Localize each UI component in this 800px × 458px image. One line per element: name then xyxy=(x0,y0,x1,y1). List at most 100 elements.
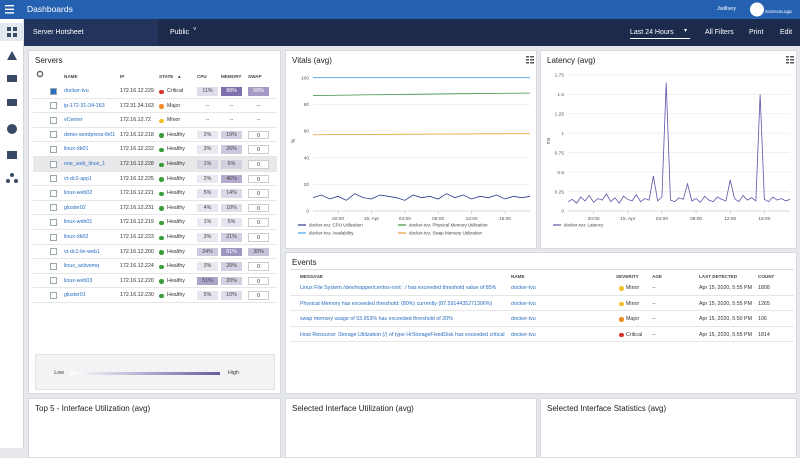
settings-icon[interactable] xyxy=(36,70,44,78)
row-checkbox[interactable] xyxy=(50,204,57,212)
panel-title: Latency (avg) xyxy=(547,56,596,65)
server-name[interactable]: linux-web01 xyxy=(64,219,93,226)
row-checkbox[interactable] xyxy=(50,87,57,95)
server-name[interactable]: vt-dc1-lin-web1 xyxy=(64,248,100,255)
state-dot xyxy=(159,162,164,167)
server-name[interactable]: linux-db01 xyxy=(64,146,89,153)
event-row[interactable] xyxy=(290,327,794,342)
state-dot xyxy=(159,147,164,153)
metric-cell: 5% xyxy=(221,218,242,227)
server-row[interactable] xyxy=(33,201,277,216)
event-row[interactable] xyxy=(290,311,794,327)
row-checkbox[interactable] xyxy=(50,291,57,299)
server-state: Healthy xyxy=(167,131,185,138)
menu-bar xyxy=(526,56,529,58)
server-name[interactable]: vt-dc2-app1 xyxy=(64,175,92,182)
server-name[interactable]: one_web_linux_1 xyxy=(64,161,106,167)
metric-cell: 0 xyxy=(248,276,269,286)
server-row[interactable] xyxy=(33,215,277,230)
user-menu[interactable]: Jwillsey xyxy=(717,6,736,12)
server-state: Healthy xyxy=(167,204,185,211)
server-row[interactable] xyxy=(33,113,277,128)
event-row[interactable] xyxy=(290,280,794,296)
column-header: SEVERITY xyxy=(616,274,639,279)
nav-topology[interactable] xyxy=(10,173,14,177)
state-dot xyxy=(159,206,164,211)
event-message: Physical Memory has exceeded threshold: … xyxy=(300,300,493,307)
row-checkbox[interactable] xyxy=(50,102,57,110)
server-row[interactable] xyxy=(33,99,277,114)
server-row[interactable] xyxy=(33,245,277,260)
row-checkbox[interactable] xyxy=(50,218,57,226)
server-row[interactable] xyxy=(33,230,277,245)
server-row[interactable] xyxy=(33,186,277,201)
dashboard-bar: Server Hotsheet Public ˅ Last 24 Hours ▾… xyxy=(0,19,800,46)
server-name[interactable]: linux_activemq xyxy=(64,263,100,270)
metric-cell: 6% xyxy=(221,160,242,169)
server-row[interactable] xyxy=(33,288,277,303)
visibility-caret: ˅ xyxy=(193,27,197,33)
row-checkbox[interactable] xyxy=(50,233,57,241)
visibility-select[interactable]: Public xyxy=(170,29,190,36)
server-state: Major xyxy=(167,102,181,109)
metric-cell: -- xyxy=(229,102,234,109)
nav-reports[interactable] xyxy=(7,151,17,159)
nav-services[interactable] xyxy=(7,99,17,106)
column-header: COUNT xyxy=(758,274,775,279)
server-row[interactable] xyxy=(33,172,277,187)
event-row[interactable] xyxy=(290,296,794,311)
server-name[interactable]: linux-db02 xyxy=(64,234,89,240)
state-dot xyxy=(159,264,164,270)
event-age: -- xyxy=(652,331,656,338)
nav-dashboards[interactable] xyxy=(7,27,11,31)
row-checkbox[interactable] xyxy=(50,145,57,153)
chart-menu-icon[interactable] xyxy=(786,56,794,64)
metric-cell: 3% xyxy=(197,145,218,154)
nav-events[interactable] xyxy=(7,51,17,60)
server-name[interactable]: gluster02 xyxy=(64,204,86,211)
metric-cell: -- xyxy=(256,117,261,124)
server-name[interactable]: linux-web02 xyxy=(64,190,93,197)
metric-cell: 10% xyxy=(221,203,242,213)
row-checkbox[interactable] xyxy=(50,262,57,270)
server-row[interactable] xyxy=(33,84,277,99)
nav-devices[interactable] xyxy=(7,75,17,82)
row-checkbox[interactable] xyxy=(50,160,57,168)
metric-cell: -- xyxy=(205,102,210,109)
server-row[interactable] xyxy=(33,259,277,274)
row-checkbox[interactable] xyxy=(50,131,57,139)
metric-cell: 0 xyxy=(248,203,269,213)
action-filters[interactable]: All Filters xyxy=(705,29,734,36)
menu-bar xyxy=(526,62,529,64)
column-header: MESSAGE xyxy=(300,274,323,279)
x-tick-label: 04:00 xyxy=(399,216,411,222)
server-name[interactable]: vCenter xyxy=(64,117,83,124)
row-checkbox[interactable] xyxy=(50,116,57,124)
row-checkbox[interactable] xyxy=(50,189,57,197)
menu-icon[interactable] xyxy=(5,5,15,14)
server-name[interactable]: linux-web03 xyxy=(64,277,93,284)
server-ip: 172.16.12.221 xyxy=(120,190,154,197)
row-checkbox[interactable] xyxy=(50,175,57,183)
server-name[interactable]: gluster01 xyxy=(64,292,86,299)
action-edit[interactable]: Edit xyxy=(780,29,793,36)
nav-global[interactable] xyxy=(7,124,17,134)
time-range-select[interactable]: Last 24 Hours xyxy=(630,29,690,39)
server-name[interactable]: docker-tvu xyxy=(64,88,89,94)
server-name[interactable]: ip-172-31-34-163 xyxy=(64,102,105,109)
server-row[interactable] xyxy=(33,142,277,157)
server-row[interactable] xyxy=(33,128,277,143)
event-severity: Critical xyxy=(626,331,643,338)
logo: ScienceLogic xyxy=(750,2,793,17)
server-name[interactable]: demo-wordpress-lb01 xyxy=(64,131,116,138)
action-print[interactable]: Print xyxy=(749,29,764,36)
server-row[interactable] xyxy=(33,157,277,172)
chart-menu-icon[interactable] xyxy=(526,56,534,64)
metric-cell: 5% xyxy=(197,189,218,198)
server-ip: 172.16.12.228 xyxy=(120,161,154,167)
server-row[interactable] xyxy=(33,274,277,289)
row-checkbox[interactable] xyxy=(50,248,57,256)
row-checkbox[interactable] xyxy=(50,277,57,285)
metric-cell: 2% xyxy=(197,174,218,184)
metric-cell: 30% xyxy=(248,247,269,257)
